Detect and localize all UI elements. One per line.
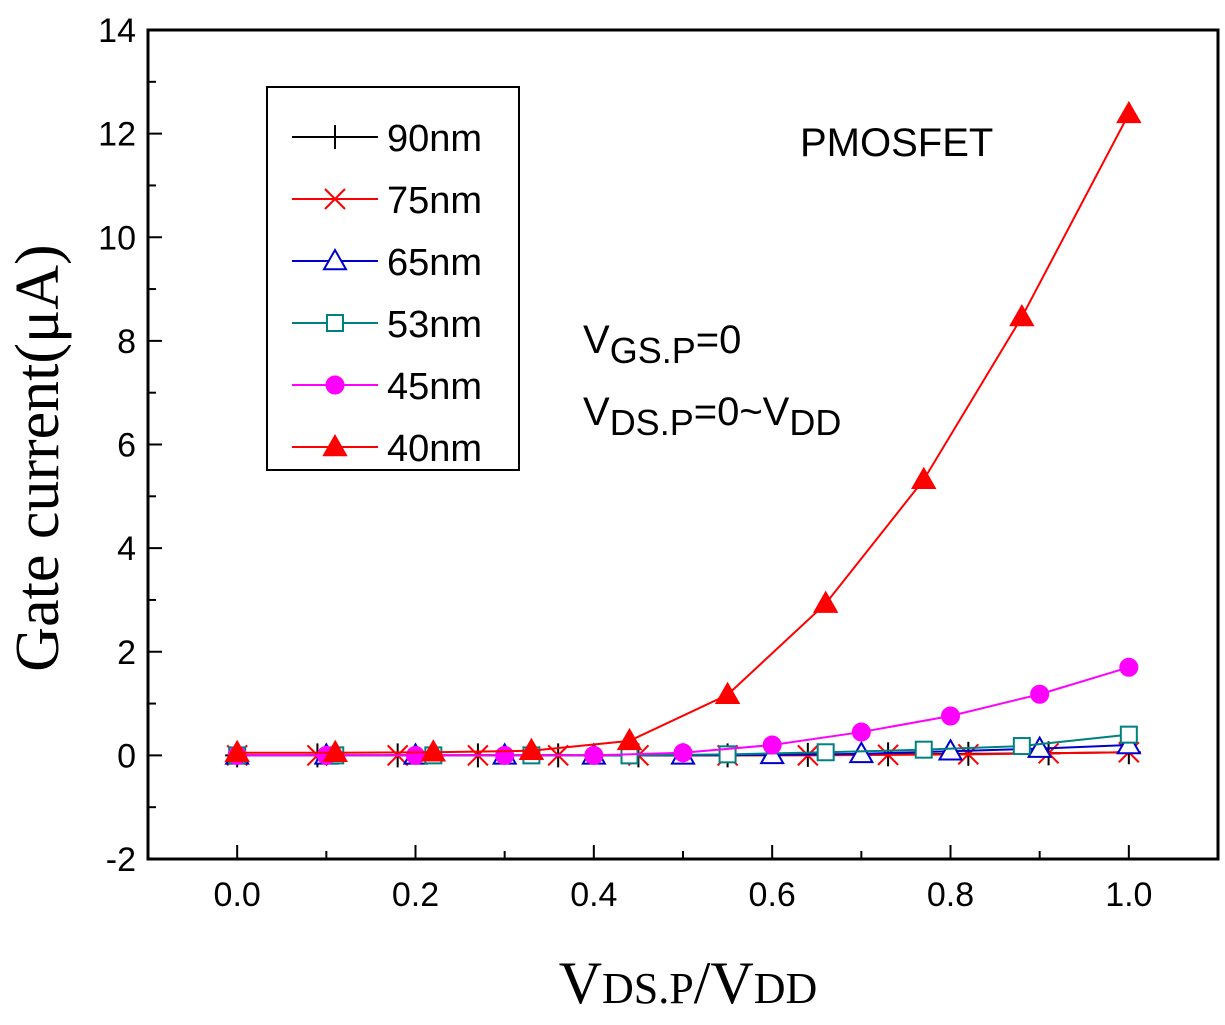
data-point	[673, 743, 693, 763]
x-tick-label: 0.2	[392, 876, 439, 914]
data-point	[322, 739, 348, 763]
vds-main: V	[583, 390, 610, 434]
x-axis-sub1: DS.P	[602, 964, 694, 1013]
axis-tick-labels: 0.0 0.2 0.4 0.6 0.8 1.0 -2 0 2 4 6 8 10 12 14	[98, 12, 1152, 914]
data-point	[851, 722, 871, 742]
axis-ticks	[147, 29, 1219, 860]
legend-label: 75nm	[387, 180, 482, 222]
data-point	[816, 743, 835, 762]
legend: 90nm 75nm 65nm 53nm 45nm 40nm	[266, 86, 520, 471]
y-tick-label: 6	[117, 427, 136, 465]
series-40nm	[224, 100, 1142, 763]
data-point	[584, 745, 604, 765]
y-tick-label: 14	[98, 12, 136, 50]
legend-item-40nm: 40nm	[292, 428, 482, 470]
data-point	[1009, 304, 1035, 327]
data-point	[1119, 725, 1138, 744]
x-axis-main: V	[559, 950, 602, 1016]
series-line	[237, 113, 1130, 754]
vds-sub: DS.P	[610, 402, 694, 443]
device-label: PMOSFET	[800, 121, 993, 165]
data-point	[941, 706, 960, 726]
data-point	[323, 125, 347, 149]
x-tick-label: 1.0	[1105, 876, 1152, 914]
x-axis-slash: /V	[694, 950, 754, 1016]
legend-item-90nm: 90nm	[292, 118, 482, 160]
x-tick-label: 0.4	[570, 876, 617, 914]
data-point	[1116, 100, 1142, 124]
series-layer	[224, 100, 1142, 768]
legend-item-53nm: 53nm	[292, 304, 482, 346]
legend-label: 53nm	[387, 304, 482, 346]
data-point	[1030, 684, 1050, 704]
y-tick-label: 10	[98, 219, 136, 257]
y-tick-label: 12	[98, 116, 136, 154]
x-tick-label: 0.0	[214, 876, 261, 914]
data-point	[406, 745, 425, 765]
vgs-main: V	[583, 318, 610, 362]
legend-label: 90nm	[387, 118, 482, 160]
data-point	[324, 188, 346, 210]
data-point	[420, 739, 447, 762]
vds-sub2: DD	[789, 402, 841, 443]
data-point	[518, 737, 545, 760]
y-tick-label: 4	[117, 530, 136, 568]
data-point	[812, 590, 839, 613]
legend-box	[266, 86, 520, 471]
vgs-rest: =0	[696, 318, 742, 362]
data-point	[1012, 737, 1031, 756]
vds-annotation: VDS.P=0~VDD	[583, 390, 841, 443]
vds-mid: =0~V	[694, 390, 790, 434]
vgs-sub: GS.P	[610, 330, 696, 371]
data-point	[495, 745, 515, 765]
y-tick-label: 0	[117, 737, 136, 775]
legend-items: 90nm 75nm 65nm 53nm 45nm 40nm	[292, 118, 482, 470]
x-tick-label: 0.6	[749, 876, 796, 914]
data-point	[911, 466, 937, 489]
data-point	[616, 727, 643, 751]
y-tick-label: 8	[117, 323, 136, 361]
data-point	[326, 314, 344, 332]
y-tick-label: 2	[117, 634, 136, 672]
data-point	[325, 375, 345, 395]
legend-label: 45nm	[387, 366, 482, 408]
data-point	[718, 745, 737, 764]
y-axis-title: Gate current(μA)	[4, 244, 72, 671]
data-point	[224, 739, 250, 763]
legend-item-75nm: 75nm	[292, 180, 482, 222]
legend-label: 65nm	[387, 242, 482, 284]
data-point	[1119, 657, 1139, 677]
x-axis-title: VDS.P/VDD	[559, 950, 818, 1016]
legend-item-45nm: 45nm	[292, 366, 482, 408]
series-45nm	[227, 657, 1139, 765]
legend-label: 40nm	[387, 428, 482, 470]
data-point	[714, 681, 741, 705]
x-tick-label: 0.8	[927, 876, 974, 914]
data-point	[322, 433, 348, 457]
y-tick-label: -2	[106, 841, 136, 879]
data-point	[762, 735, 782, 755]
data-point	[877, 744, 899, 766]
series-line	[237, 666, 1130, 757]
x-axis-sub2: DD	[754, 964, 818, 1013]
legend-item-65nm: 65nm	[292, 242, 482, 284]
data-point	[914, 740, 933, 759]
data-point	[322, 247, 348, 271]
vgs-annotation: VGS.P=0	[583, 318, 741, 371]
data-point	[1026, 735, 1053, 758]
